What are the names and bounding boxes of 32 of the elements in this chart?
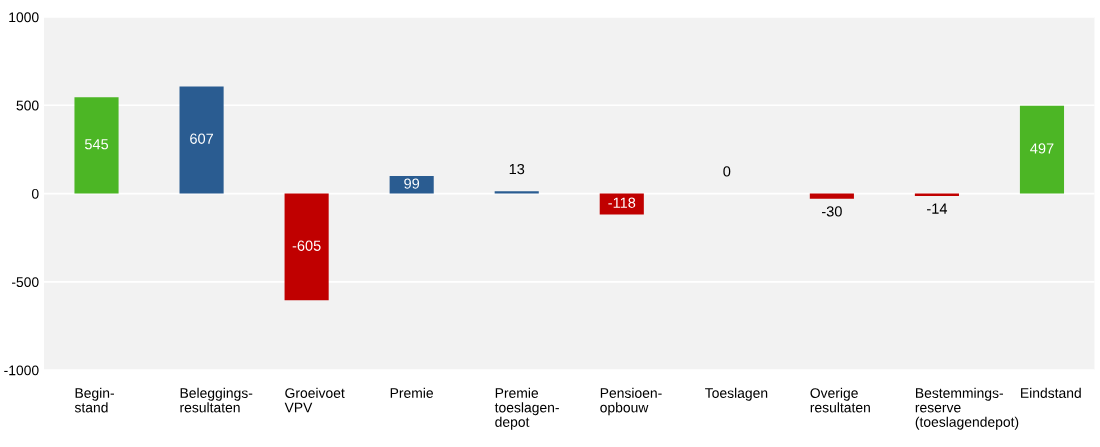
bar xyxy=(74,97,119,194)
y-tick-label: 500 xyxy=(16,100,39,111)
x-tick-label: Toeslagen xyxy=(705,387,768,401)
x-tick-label: Overige resultaten xyxy=(810,387,870,413)
data-label: -30 xyxy=(821,206,842,217)
data-label: 13 xyxy=(509,163,525,175)
x-tick-label: Pensioen- opbouw xyxy=(600,387,662,416)
bar xyxy=(389,176,434,194)
y-tick-label: -500 xyxy=(11,277,39,287)
data-label: 99 xyxy=(404,178,420,189)
data-label: -118 xyxy=(608,197,636,208)
bar xyxy=(494,191,539,194)
y-tick-label: -1000 xyxy=(4,365,39,376)
data-label: 545 xyxy=(84,139,109,150)
x-tick-label: Eindstand xyxy=(1021,387,1081,398)
x-tick-label: Bestemmings- reserve (toeslagendepot) xyxy=(915,387,1019,430)
bar xyxy=(809,193,854,199)
data-label: -605 xyxy=(292,240,321,251)
data-label: -14 xyxy=(927,203,948,214)
bar xyxy=(1019,105,1065,194)
data-label: 0 xyxy=(723,166,731,177)
x-tick-label: Beleggings- resultaten xyxy=(180,387,253,413)
x-tick-label: Premie toeslagen- depot xyxy=(494,387,559,430)
x-tick-label: Premie xyxy=(390,387,433,398)
bar xyxy=(179,86,224,194)
data-label: 607 xyxy=(190,133,214,144)
y-tick-label: 1000 xyxy=(9,12,39,23)
bar xyxy=(284,193,329,301)
y-tick-label: 0 xyxy=(31,188,39,199)
x-tick-label: Groeivoet VPV xyxy=(284,387,345,413)
x-tick-label: Begin- stand xyxy=(74,387,114,413)
data-label: 497 xyxy=(1030,143,1054,154)
